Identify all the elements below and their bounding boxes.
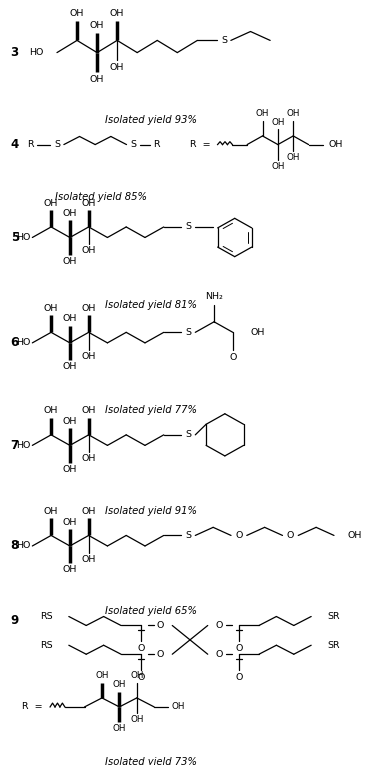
Text: OH: OH <box>81 507 96 516</box>
Text: OH: OH <box>81 246 96 256</box>
Text: S: S <box>185 223 192 232</box>
Text: 3: 3 <box>11 46 19 59</box>
Text: OH: OH <box>112 724 126 734</box>
Text: O: O <box>287 531 294 540</box>
Text: SR: SR <box>327 641 340 649</box>
Text: OH: OH <box>271 118 285 127</box>
Text: OH: OH <box>44 507 58 516</box>
Text: O: O <box>236 672 243 682</box>
Text: OH: OH <box>287 154 300 162</box>
Text: OH: OH <box>63 363 77 371</box>
Text: OH: OH <box>44 198 58 207</box>
Text: OH: OH <box>81 198 96 207</box>
Text: OH: OH <box>256 109 269 119</box>
Text: R  =: R = <box>190 140 210 149</box>
Text: OH: OH <box>287 109 300 119</box>
Text: OH: OH <box>110 63 124 72</box>
Text: OH: OH <box>95 672 109 680</box>
Text: S: S <box>221 36 227 45</box>
Text: OH: OH <box>81 406 96 415</box>
Text: OH: OH <box>112 680 126 689</box>
Text: OH: OH <box>81 454 96 464</box>
Text: OH: OH <box>63 465 77 474</box>
Text: 8: 8 <box>11 539 19 552</box>
Text: OH: OH <box>130 715 144 724</box>
Text: Isolated yield 73%: Isolated yield 73% <box>105 757 196 765</box>
Text: Isolated yield 93%: Isolated yield 93% <box>105 115 196 125</box>
Text: Isolated yield 65%: Isolated yield 65% <box>105 606 196 616</box>
Text: OH: OH <box>70 9 84 18</box>
Text: OH: OH <box>63 314 77 324</box>
Text: S: S <box>185 431 192 439</box>
Text: OH: OH <box>348 531 362 540</box>
Text: OH: OH <box>171 702 185 711</box>
Text: O: O <box>216 649 223 659</box>
Text: OH: OH <box>63 518 77 526</box>
Text: RS: RS <box>40 641 53 649</box>
Text: O: O <box>235 531 242 540</box>
Text: O: O <box>236 644 243 653</box>
Text: O: O <box>137 644 144 653</box>
Text: R: R <box>27 140 34 149</box>
Text: R: R <box>153 140 159 149</box>
Text: OH: OH <box>81 352 96 361</box>
Text: HO: HO <box>16 542 30 551</box>
Text: OH: OH <box>63 209 77 218</box>
Text: OH: OH <box>271 162 285 171</box>
Text: 6: 6 <box>11 337 19 350</box>
Text: R  =: R = <box>22 702 43 711</box>
Text: OH: OH <box>63 417 77 426</box>
Text: OH: OH <box>44 304 58 313</box>
Text: OH: OH <box>63 565 77 575</box>
Text: OH: OH <box>63 257 77 266</box>
Text: Isolated yield 85%: Isolated yield 85% <box>55 192 147 202</box>
Text: O: O <box>137 672 144 682</box>
Text: OH: OH <box>90 75 104 84</box>
Text: 9: 9 <box>11 614 19 627</box>
Text: HO: HO <box>16 441 30 450</box>
Text: RS: RS <box>40 612 53 621</box>
Text: O: O <box>157 649 164 659</box>
Text: S: S <box>130 140 136 149</box>
Text: 7: 7 <box>11 439 19 452</box>
Text: SR: SR <box>327 612 340 621</box>
Text: OH: OH <box>110 9 124 18</box>
Text: S: S <box>54 140 60 149</box>
Text: OH: OH <box>250 328 265 337</box>
Text: OH: OH <box>81 304 96 313</box>
Text: Isolated yield 91%: Isolated yield 91% <box>105 506 196 516</box>
Text: HO: HO <box>16 338 30 347</box>
Text: OH: OH <box>90 21 104 31</box>
Text: 4: 4 <box>11 138 19 151</box>
Text: O: O <box>229 353 236 362</box>
Text: OH: OH <box>81 555 96 564</box>
Text: OH: OH <box>44 406 58 415</box>
Text: S: S <box>185 531 192 540</box>
Text: O: O <box>157 621 164 630</box>
Text: OH: OH <box>329 140 344 149</box>
Text: O: O <box>216 621 223 630</box>
Text: Isolated yield 77%: Isolated yield 77% <box>105 405 196 415</box>
Text: NH₂: NH₂ <box>205 292 223 301</box>
Text: HO: HO <box>29 48 43 57</box>
Text: Isolated yield 81%: Isolated yield 81% <box>105 300 196 310</box>
Text: OH: OH <box>130 672 144 680</box>
Text: 5: 5 <box>11 231 19 244</box>
Text: HO: HO <box>16 233 30 242</box>
Text: S: S <box>185 328 192 337</box>
